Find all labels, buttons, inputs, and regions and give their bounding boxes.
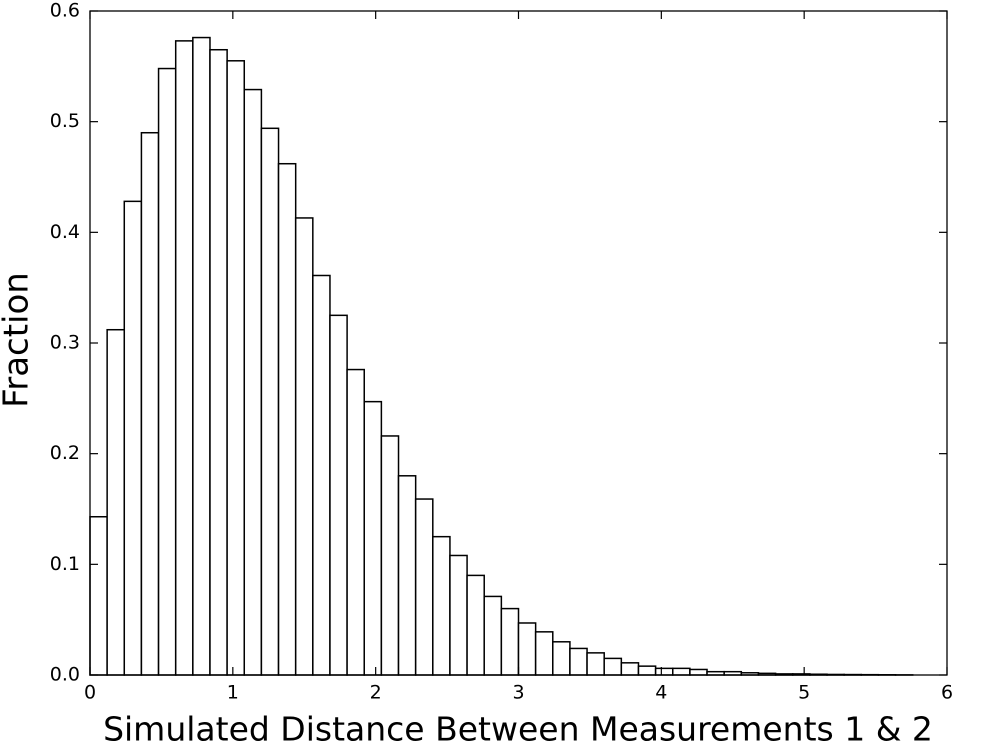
bar xyxy=(654,667,674,676)
bar xyxy=(363,400,383,676)
y-tick-label: 0.3 xyxy=(50,332,80,354)
bar xyxy=(312,274,331,676)
y-tick-label: 0.5 xyxy=(50,110,80,132)
x-tick-label: 4 xyxy=(655,682,667,704)
bar xyxy=(157,67,177,676)
y-tick-label: 0.1 xyxy=(50,553,80,575)
bar xyxy=(260,127,280,676)
y-tick-label: 0.6 xyxy=(50,0,80,22)
bar xyxy=(483,595,503,676)
bar xyxy=(500,607,520,676)
bar xyxy=(637,665,657,676)
bar xyxy=(552,641,571,676)
bar xyxy=(140,131,160,676)
bar xyxy=(329,314,348,676)
bar xyxy=(174,40,194,676)
bar xyxy=(192,36,211,676)
bar xyxy=(226,60,246,676)
bar xyxy=(517,622,537,676)
x-tick-label: 0 xyxy=(84,682,96,704)
bar xyxy=(569,647,588,676)
y-tick-label: 0.0 xyxy=(50,664,80,686)
y-axis-label: Fraction xyxy=(0,272,37,408)
bar xyxy=(346,368,365,676)
bar xyxy=(243,88,263,676)
bar xyxy=(672,667,691,676)
bar xyxy=(380,435,400,676)
x-tick-label: 2 xyxy=(370,682,382,704)
bar xyxy=(449,554,468,676)
bar xyxy=(534,631,554,676)
bar xyxy=(432,535,451,676)
x-tick-label: 6 xyxy=(941,682,953,704)
bar xyxy=(123,200,143,676)
y-tick-label: 0.4 xyxy=(50,221,80,243)
bar xyxy=(397,475,417,676)
bar xyxy=(89,515,108,676)
bar xyxy=(603,657,623,676)
y-tick-label: 0.2 xyxy=(50,442,80,464)
bar xyxy=(689,668,708,676)
x-axis-label: Simulated Distance Between Measurements … xyxy=(103,710,933,745)
x-tick-label: 5 xyxy=(798,682,810,704)
bar xyxy=(106,328,126,676)
bar xyxy=(294,217,314,676)
x-tick-label: 1 xyxy=(227,682,239,704)
bar xyxy=(586,652,605,676)
bar xyxy=(209,48,228,676)
x-tick-label: 3 xyxy=(512,682,524,704)
bar xyxy=(414,498,434,676)
bar xyxy=(620,662,640,676)
bar xyxy=(277,162,297,676)
bar xyxy=(466,574,485,676)
